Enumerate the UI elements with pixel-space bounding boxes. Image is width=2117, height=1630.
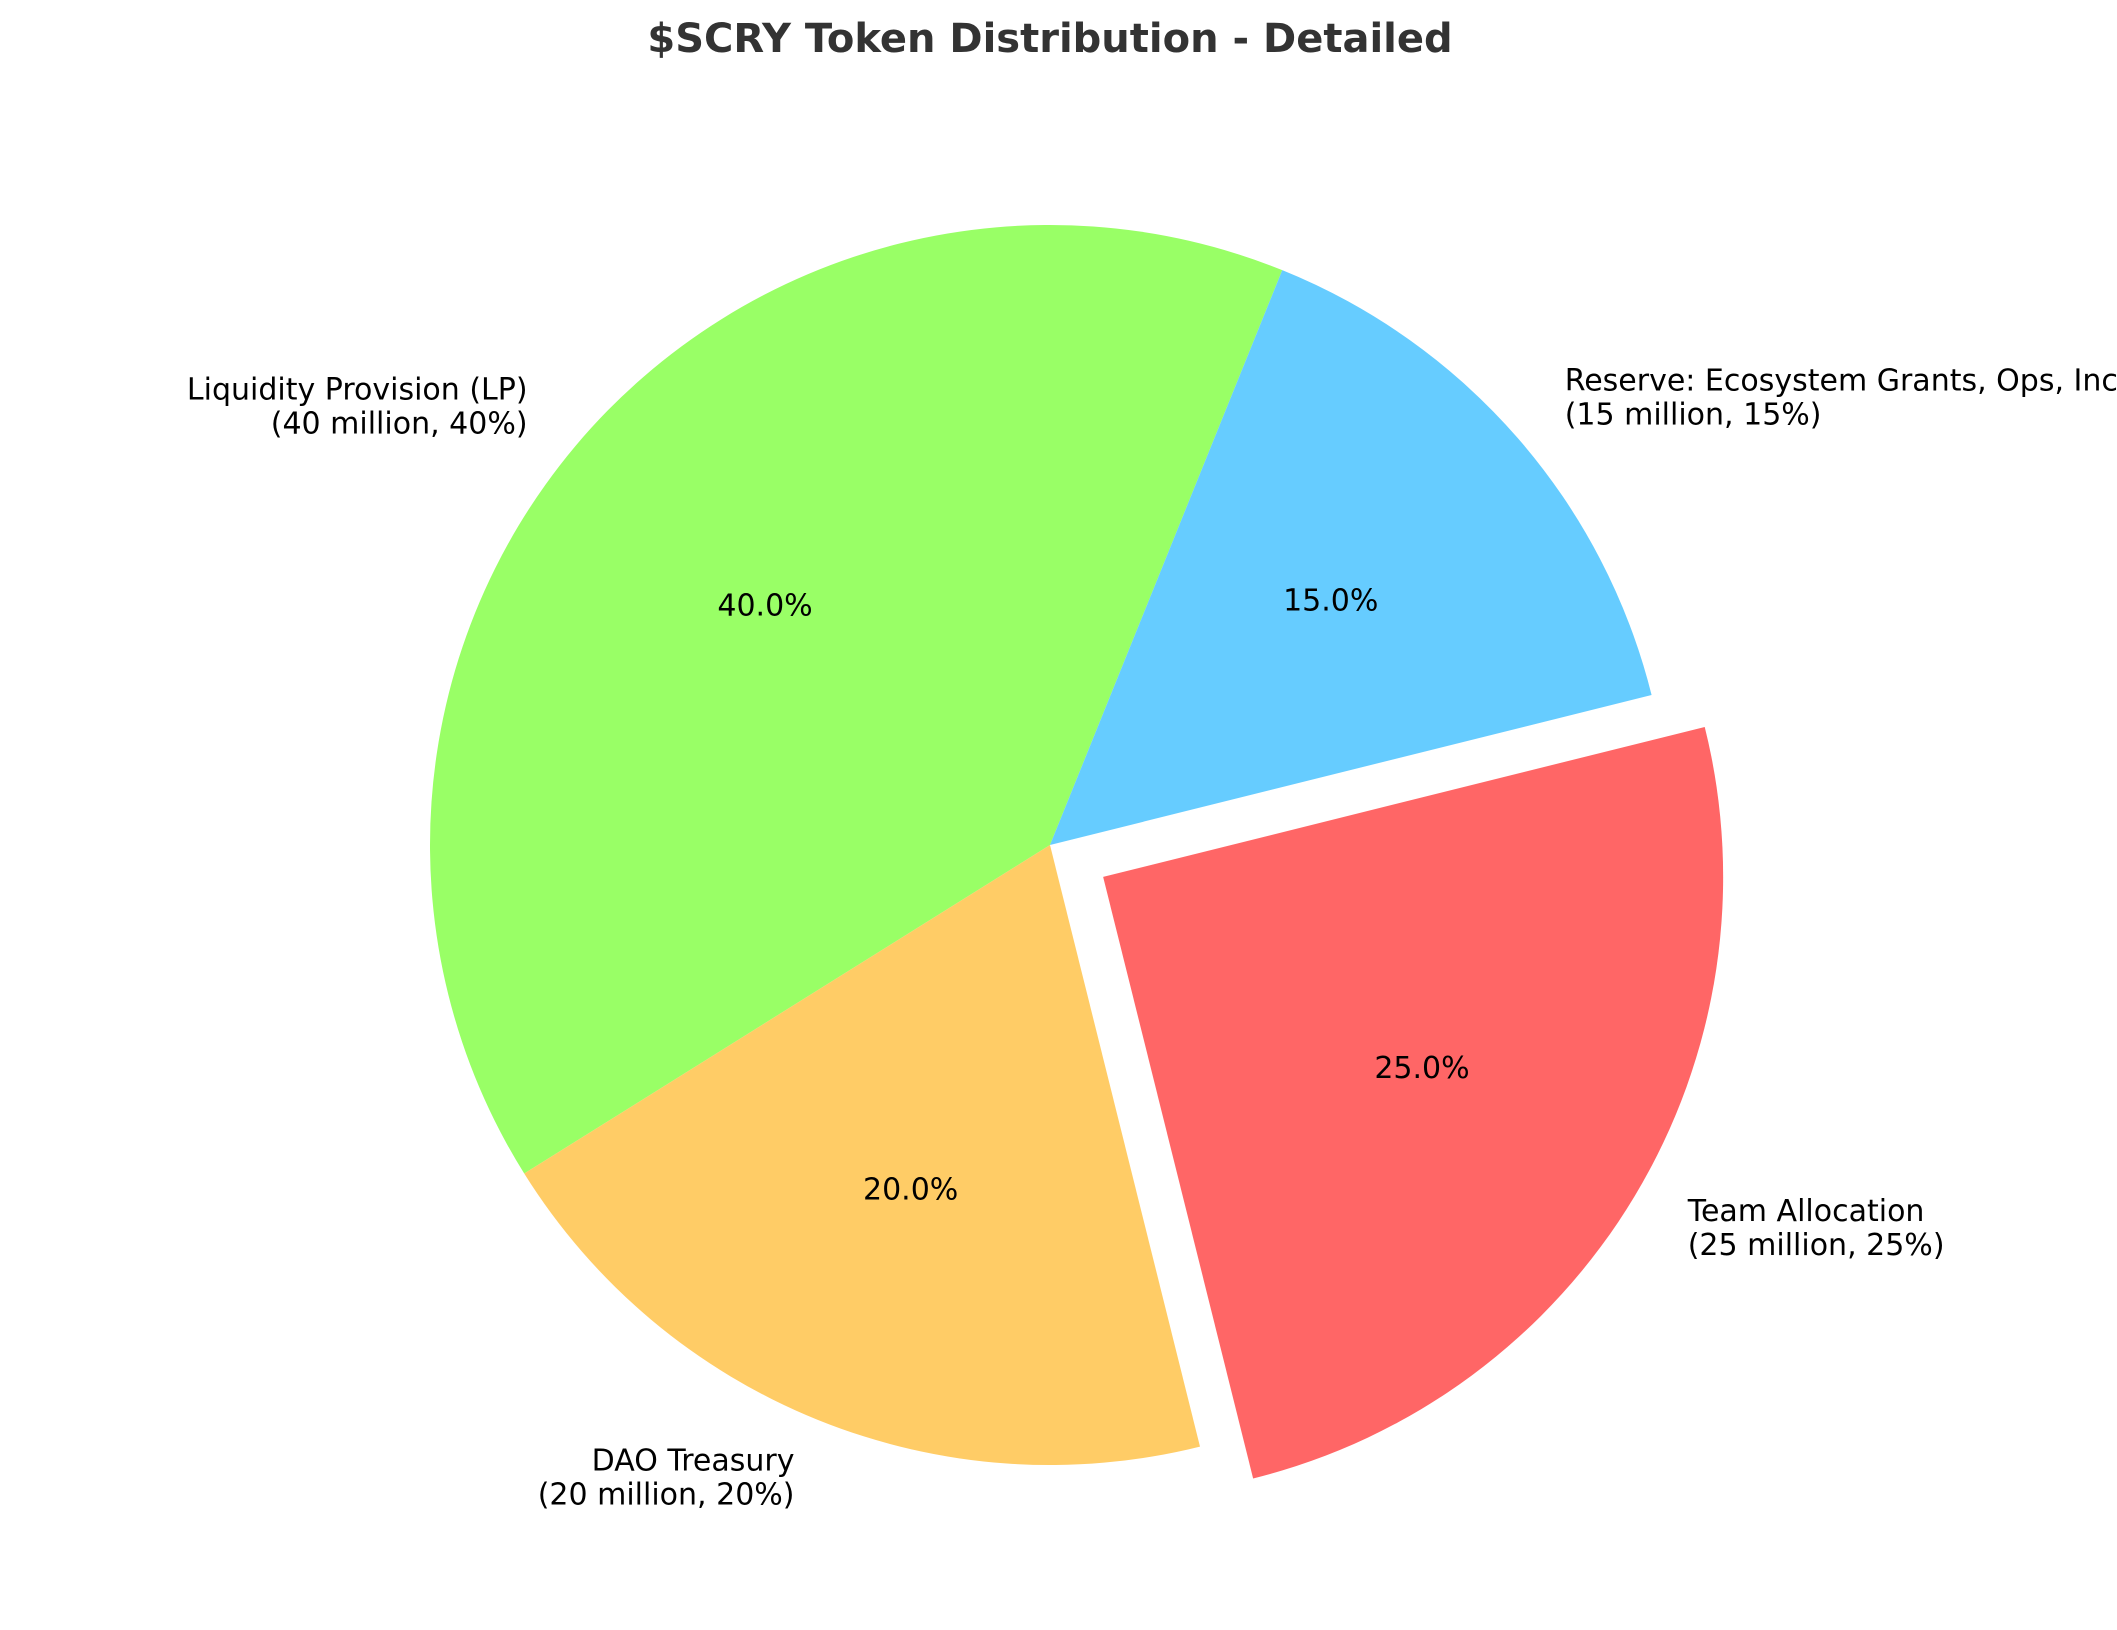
pct-label-dao-treasury: 20.0%	[863, 1172, 958, 1207]
pie-slice-reserve-ecosystem-grants-ops-incentives	[1050, 270, 1652, 845]
pct-label-liquidity-provision-lp: 40.0%	[717, 588, 812, 623]
slice-detail: (15 million, 15%)	[1565, 398, 1822, 433]
pct-label-team-allocation: 25.0%	[1374, 1051, 1469, 1086]
chart-title: $SCRY Token Distribution - Detailed	[647, 16, 1452, 62]
slice-label-reserve-ecosystem-grants-ops-incentives: Reserve: Ecosystem Grants, Ops, Incentiv…	[1565, 364, 2117, 433]
slice-name: Liquidity Provision (LP)	[187, 373, 528, 408]
slice-label-dao-treasury: DAO Treasury (20 million, 20%)	[538, 1443, 795, 1512]
slice-name: Reserve: Ecosystem Grants, Ops, Incentiv…	[1565, 364, 2117, 399]
slice-detail: (40 million, 40%)	[271, 407, 528, 442]
slice-detail: (20 million, 20%)	[538, 1477, 795, 1512]
slice-name: DAO Treasury	[592, 1443, 795, 1478]
pie-labels: 40.0% Liquidity Provision (LP) (40 million…	[187, 364, 2117, 1513]
slice-label-team-allocation: Team Allocation (25 million, 25%)	[1687, 1194, 1945, 1263]
pct-label-reserve-ecosystem-grants-ops-incentives: 15.0%	[1283, 583, 1378, 618]
pie-slice-team-allocation	[1103, 726, 1724, 1479]
pie-slice-liquidity-provision-lp	[430, 224, 1283, 1174]
slice-detail: (25 million, 25%)	[1688, 1228, 1945, 1263]
pie-slice-dao-treasury	[524, 845, 1200, 1465]
slice-name: Team Allocation	[1687, 1194, 1925, 1229]
slice-label-liquidity-provision-lp: Liquidity Provision (LP) (40 million, 40%…	[187, 373, 528, 442]
pie-slices	[430, 224, 1724, 1479]
